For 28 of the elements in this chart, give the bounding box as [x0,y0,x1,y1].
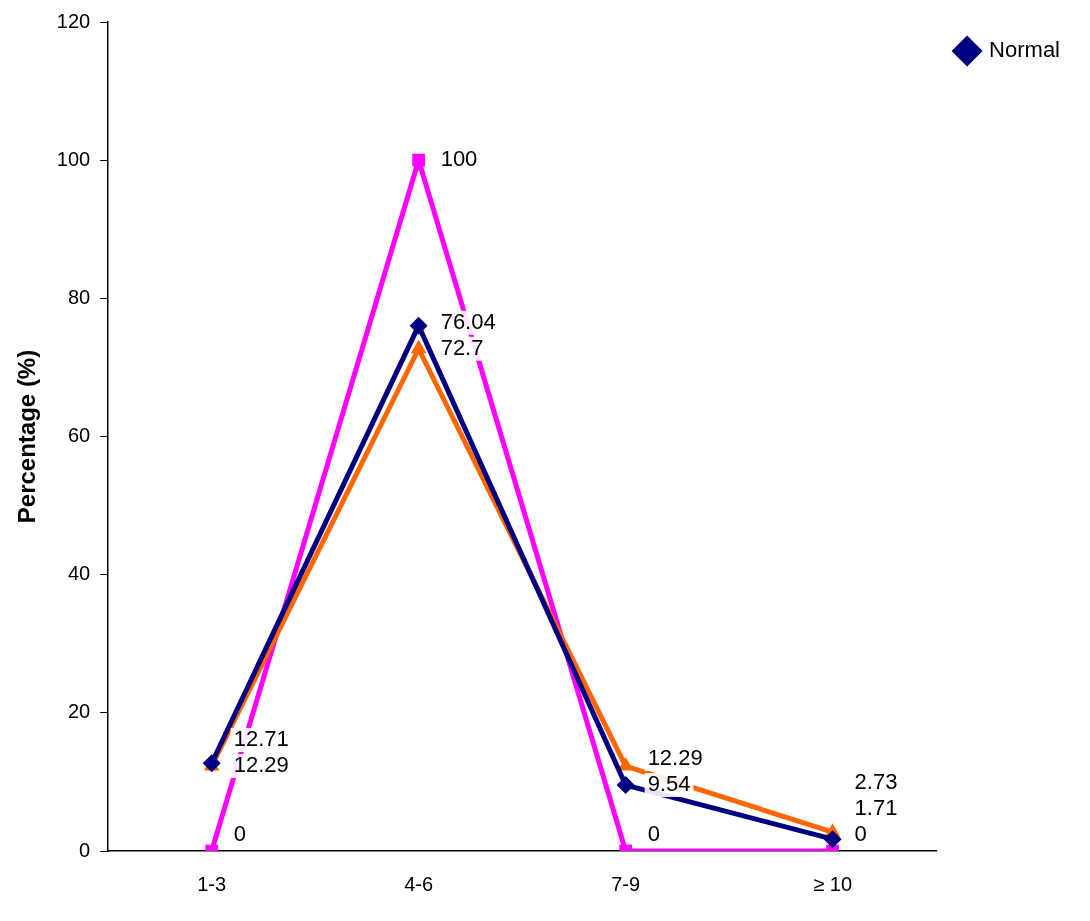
x-tick-label: ≥ 10 [813,872,852,895]
y-tick-label: 100 [56,147,91,170]
point [412,153,426,167]
y-tick-label: 60 [67,424,91,447]
data-label: 2.73 [854,769,898,795]
x-tick-label: 7-9 [611,872,641,895]
data-label: 9.54 [647,771,691,797]
data-label: 1.71 [854,795,898,821]
data-label: 72.7 [440,334,484,360]
x-tick-label: 1-3 [197,872,227,895]
y-tick-label: 20 [67,700,91,723]
data-label: 0 [233,821,246,847]
data-label: 100 [440,146,478,172]
data-label: 12.71 [233,726,289,752]
y-tick-label: 120 [56,9,91,32]
point [409,316,428,335]
data-label: 0 [854,821,867,847]
y-tick-label: 80 [67,285,91,308]
y-tick-label: 40 [67,562,91,585]
data-label: 0 [647,821,660,847]
data-label: 12.29 [647,745,703,771]
point [410,339,427,354]
x-tick-label: 4-6 [404,872,434,895]
legend-label: Normal [989,37,1061,63]
data-label: 76.04 [440,308,496,334]
data-label: 12.29 [233,752,289,778]
y-axis-title: Percentage (%) [13,349,41,524]
y-tick-label: 0 [79,838,91,861]
